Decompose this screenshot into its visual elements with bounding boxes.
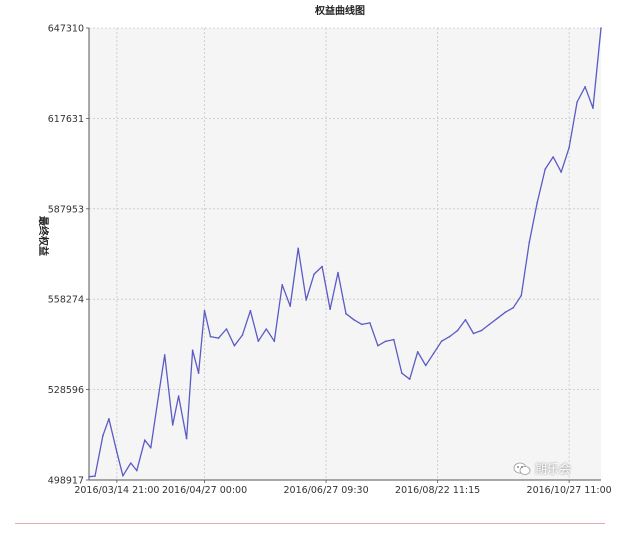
data-point	[584, 86, 586, 88]
data-point	[225, 328, 228, 330]
series-layer	[88, 27, 602, 478]
data-point	[150, 447, 152, 449]
data-point	[102, 434, 104, 437]
data-point	[217, 337, 220, 339]
data-point	[185, 437, 188, 440]
y-axis-title: 最终权益	[37, 216, 50, 256]
data-point	[281, 284, 284, 286]
y-tick-label: 498917	[48, 476, 84, 487]
chart-title: 权益曲线图	[314, 4, 365, 17]
data-point	[329, 308, 331, 311]
data-point	[345, 312, 347, 315]
data-point	[122, 475, 124, 477]
data-point	[401, 372, 403, 374]
data-point	[249, 309, 252, 312]
data-point	[361, 323, 363, 326]
data-point	[600, 27, 602, 29]
data-point	[472, 332, 475, 335]
data-point	[177, 395, 180, 397]
data-point	[233, 344, 236, 347]
axes: 498917 528596 558274 587953 617631 647310 2016…	[48, 24, 612, 497]
y-tick-label: 617631	[48, 114, 84, 125]
data-point	[116, 451, 118, 454]
data-point	[520, 294, 523, 297]
data-point	[536, 201, 538, 204]
data-point	[305, 299, 308, 301]
x-tick-label: 2016/10/27 11:00	[527, 485, 612, 496]
data-point	[408, 378, 411, 381]
data-point	[273, 340, 276, 343]
data-point	[197, 372, 200, 374]
data-point	[191, 349, 194, 352]
data-point	[464, 319, 467, 321]
data-point	[496, 317, 499, 320]
data-point	[209, 335, 212, 338]
data-point	[313, 273, 315, 275]
data-point	[203, 309, 206, 312]
data-point	[94, 475, 96, 477]
data-point	[416, 351, 419, 353]
data-point	[544, 168, 546, 170]
x-tick-label: 2016/03/14 21:00	[74, 485, 159, 496]
data-point	[488, 323, 491, 326]
data-point	[377, 344, 379, 347]
data-point	[130, 462, 132, 464]
data-point	[512, 306, 515, 309]
data-point	[480, 329, 483, 332]
data-point	[592, 107, 594, 109]
data-point	[353, 319, 355, 321]
plot-background	[89, 28, 601, 480]
data-point	[257, 340, 260, 343]
data-point	[241, 334, 244, 336]
data-point	[528, 241, 531, 243]
data-point	[289, 305, 292, 307]
data-point	[108, 418, 110, 420]
x-tick-label: 2016/04/27 00:00	[162, 485, 247, 496]
wechat-icon	[513, 462, 531, 475]
y-tick-label: 558274	[48, 295, 84, 306]
data-point	[560, 171, 562, 173]
y-tick-label: 647310	[48, 24, 84, 35]
data-point	[337, 271, 339, 274]
data-point	[321, 265, 323, 268]
data-point	[393, 338, 395, 341]
divider	[15, 523, 605, 524]
x-tick-label: 2016/06/27 09:30	[283, 485, 368, 496]
data-point	[424, 364, 427, 367]
data-point	[144, 439, 146, 441]
data-point	[171, 424, 174, 426]
data-point	[552, 156, 554, 158]
grid	[89, 27, 601, 480]
data-point	[576, 101, 578, 103]
y-tick-label: 587953	[48, 204, 84, 215]
data-point	[568, 146, 570, 149]
x-tick-label: 2016/08/22 11:15	[395, 485, 480, 496]
watermark: 期乐会	[513, 460, 571, 477]
watermark-text: 期乐会	[535, 462, 572, 476]
data-point	[448, 335, 451, 338]
data-point	[163, 354, 166, 356]
data-point	[88, 475, 90, 478]
data-point	[385, 340, 387, 343]
data-point	[157, 393, 160, 396]
data-point	[297, 247, 300, 250]
y-tick-label: 528596	[48, 385, 84, 396]
data-point	[504, 311, 507, 314]
series-line	[88, 27, 602, 478]
data-point	[136, 469, 138, 472]
data-point	[440, 340, 443, 343]
data-point	[369, 322, 371, 324]
data-point	[265, 328, 268, 330]
data-point	[456, 329, 459, 332]
data-point	[432, 352, 435, 355]
